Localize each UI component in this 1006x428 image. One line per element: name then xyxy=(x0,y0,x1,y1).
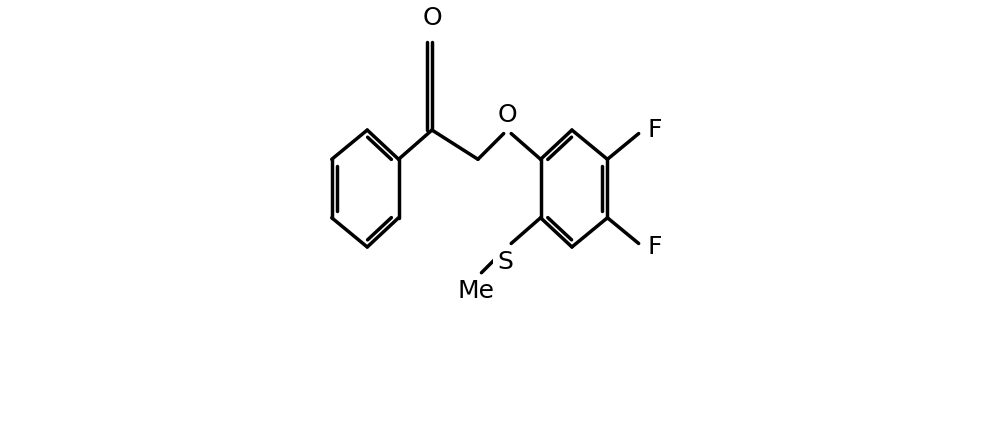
Text: F: F xyxy=(647,118,662,142)
Text: S: S xyxy=(497,250,513,273)
Text: F: F xyxy=(647,235,662,259)
Text: O: O xyxy=(423,6,442,30)
Text: O: O xyxy=(497,104,517,128)
Text: Me: Me xyxy=(458,279,494,303)
